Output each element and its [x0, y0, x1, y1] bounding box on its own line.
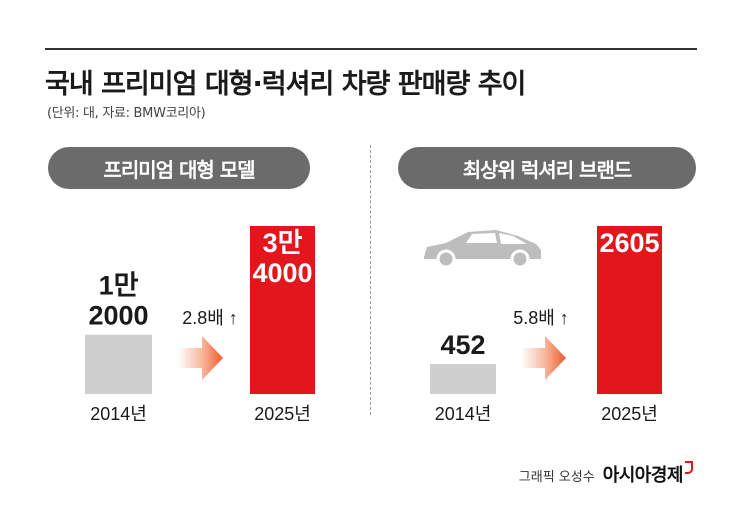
- panel-title-premium-large: 프리미엄 대형 모델: [48, 147, 310, 189]
- top-rule: [45, 48, 697, 50]
- footer: 그래픽 오성수 아시아경제: [519, 461, 693, 487]
- tick-label-2025: 2025년: [254, 404, 311, 424]
- brand-name: 아시아경제: [602, 465, 684, 486]
- bar-2025: [597, 226, 662, 394]
- chart-title: 국내 프리미엄 대형·럭셔리 차량 판매량 추이: [45, 69, 526, 100]
- value-label-2025: 2605: [599, 228, 659, 258]
- arrow-right-icon: [521, 336, 566, 380]
- growth-label: 2.8배 ↑: [182, 308, 238, 328]
- value-label-2025: 4000: [252, 258, 312, 288]
- tick-label-2014: 2014년: [435, 404, 492, 424]
- value-label-2014: 1만: [99, 271, 139, 301]
- panel-title-luxury-brand: 최상위 럭셔리 브랜드: [398, 147, 696, 189]
- panel-divider: [370, 145, 371, 415]
- brand-mark-icon: [685, 461, 693, 474]
- tick-label-2014: 2014년: [90, 404, 147, 424]
- brand-logo: 아시아경제: [603, 461, 693, 487]
- graphic-credit: 그래픽 오성수: [518, 470, 595, 485]
- growth-label: 5.8배 ↑: [513, 308, 569, 328]
- tick-label-2025: 2025년: [601, 404, 658, 424]
- value-label-2025: 3만: [263, 228, 303, 258]
- value-label-2014: 2000: [88, 301, 148, 331]
- chart-subtitle: (단위: 대, 자료: BMW코리아): [47, 106, 206, 121]
- car-icon: [424, 230, 541, 269]
- bar-2025: [250, 226, 315, 394]
- arrow-right-icon: [178, 336, 223, 380]
- bar-2014: [85, 334, 152, 394]
- bar-2014: [430, 364, 496, 394]
- value-label-2014: 452: [440, 330, 485, 360]
